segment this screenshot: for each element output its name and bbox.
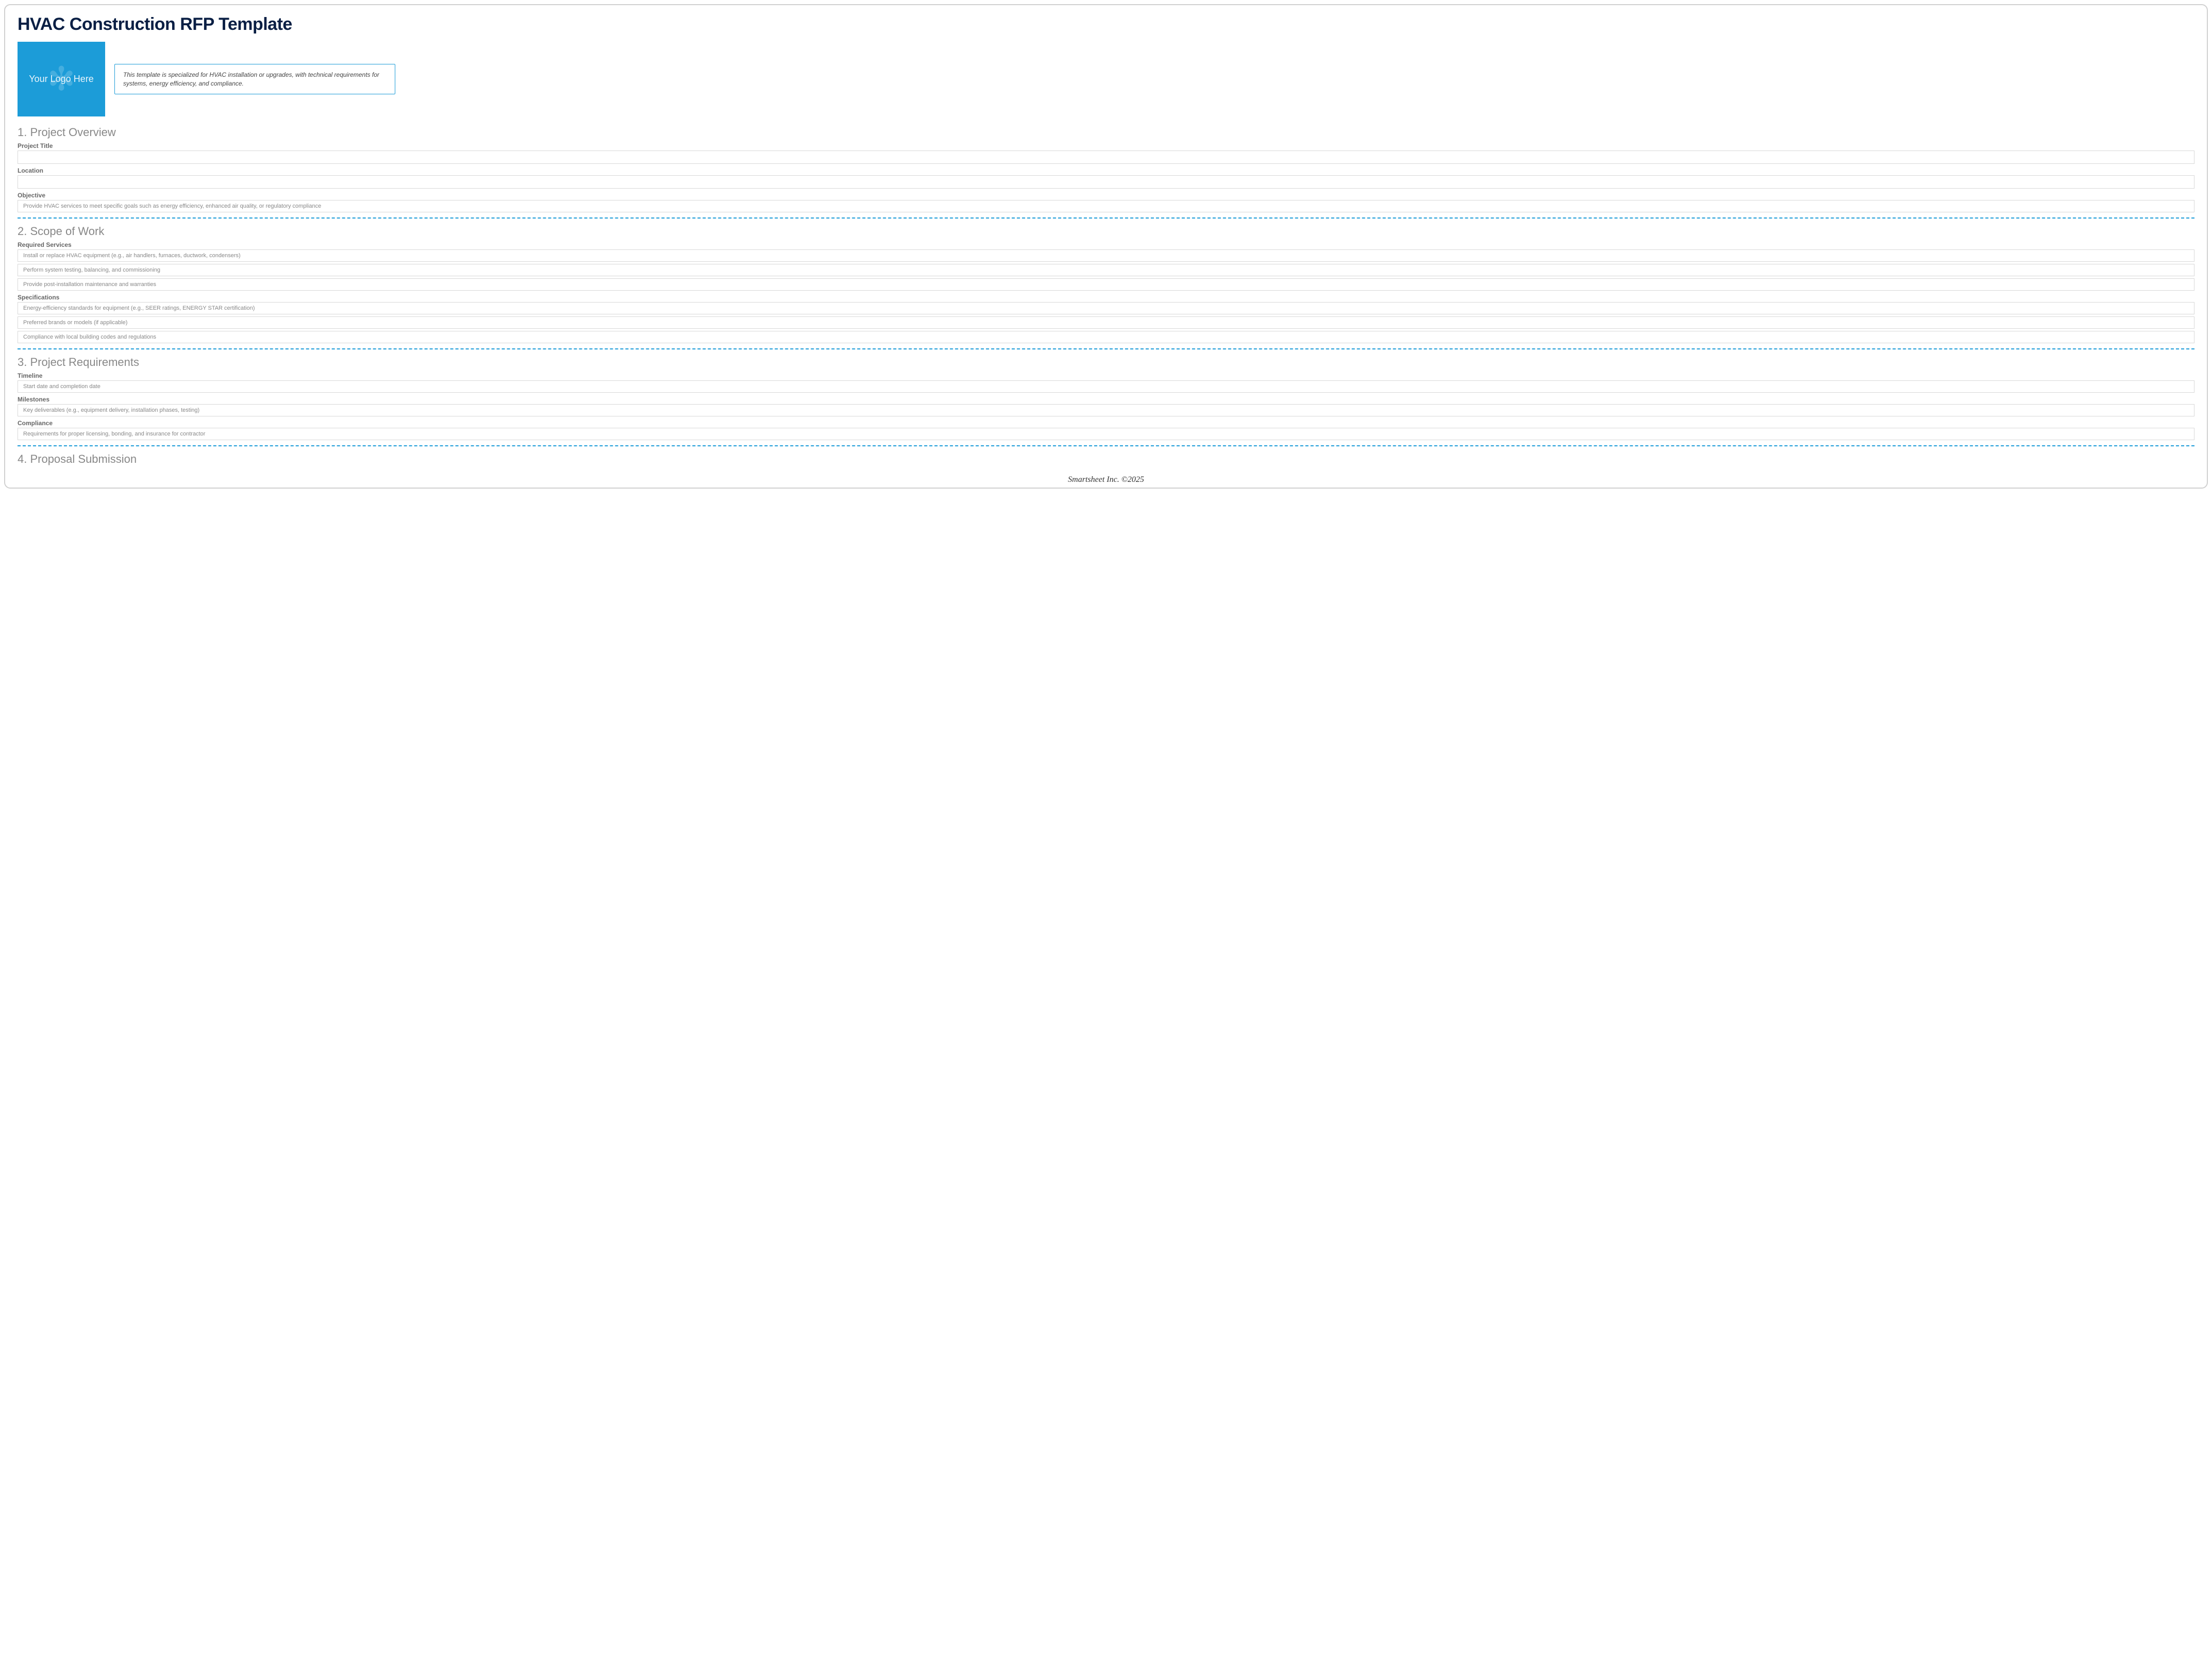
section-2-heading: 2. Scope of Work: [18, 225, 2194, 238]
location-label: Location: [18, 167, 2194, 174]
required-services-label: Required Services: [18, 241, 2194, 248]
timeline-label: Timeline: [18, 372, 2194, 379]
section-1-heading: 1. Project Overview: [18, 126, 2194, 139]
project-title-label: Project Title: [18, 142, 2194, 149]
snowflake-icon: ✻: [47, 60, 75, 98]
header-row: ✻ Your Logo Here This template is specia…: [18, 42, 2194, 116]
required-service-2-input[interactable]: Perform system testing, balancing, and c…: [18, 264, 2194, 276]
compliance-label: Compliance: [18, 420, 2194, 427]
project-title-input[interactable]: [18, 150, 2194, 164]
compliance-input[interactable]: Requirements for proper licensing, bondi…: [18, 428, 2194, 440]
specification-3-input[interactable]: Compliance with local building codes and…: [18, 331, 2194, 343]
objective-label: Objective: [18, 192, 2194, 199]
objective-input[interactable]: Provide HVAC services to meet specific g…: [18, 200, 2194, 212]
section-3-heading: 3. Project Requirements: [18, 356, 2194, 369]
milestones-label: Milestones: [18, 396, 2194, 403]
specification-1-input[interactable]: Energy-efficiency standards for equipmen…: [18, 302, 2194, 314]
page-title: HVAC Construction RFP Template: [18, 14, 2194, 35]
timeline-input[interactable]: Start date and completion date: [18, 380, 2194, 393]
required-service-3-input[interactable]: Provide post-installation maintenance an…: [18, 278, 2194, 291]
section-4-heading: 4. Proposal Submission: [18, 453, 2194, 466]
location-input[interactable]: [18, 175, 2194, 189]
document-page: HVAC Construction RFP Template ✻ Your Lo…: [4, 4, 2208, 489]
milestones-input[interactable]: Key deliverables (e.g., equipment delive…: [18, 404, 2194, 416]
section-divider: [18, 348, 2194, 349]
section-divider: [18, 445, 2194, 446]
footer-text: Smartsheet Inc. ©2025: [5, 475, 2207, 484]
specifications-label: Specifications: [18, 294, 2194, 301]
section-divider: [18, 217, 2194, 219]
specification-2-input[interactable]: Preferred brands or models (if applicabl…: [18, 316, 2194, 329]
logo-placeholder: ✻ Your Logo Here: [18, 42, 105, 116]
required-service-1-input[interactable]: Install or replace HVAC equipment (e.g.,…: [18, 249, 2194, 262]
template-description: This template is specialized for HVAC in…: [114, 64, 395, 95]
